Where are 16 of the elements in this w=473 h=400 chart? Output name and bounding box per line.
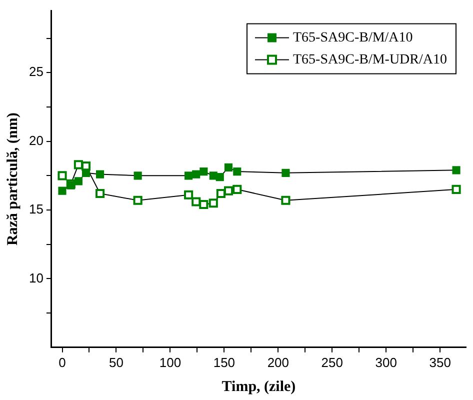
legend-label: T65-SA9C-B/M-UDR/A10: [292, 52, 448, 68]
y-tick-label: 15: [28, 202, 44, 217]
x-tick-label: 0: [58, 354, 66, 370]
x-tick-label: 100: [159, 354, 182, 370]
x-axis-title: Timp, (zile): [222, 378, 296, 395]
y-tick-label: 25: [28, 64, 44, 80]
y-axis-title: Rază particulă, (nm): [4, 112, 21, 246]
x-tick-label: 300: [375, 354, 397, 370]
x-tick-label: 200: [267, 354, 290, 370]
y-tick-label: 20: [28, 132, 44, 148]
x-tick-label: 250: [321, 354, 343, 370]
legend-label: T65-SA9C-B/M/A10: [292, 30, 413, 46]
y-tick-label: 10: [28, 270, 44, 286]
x-tick-label: 50: [108, 354, 124, 370]
x-tick-label: 150: [213, 354, 236, 370]
x-tick-label: 350: [429, 354, 451, 370]
